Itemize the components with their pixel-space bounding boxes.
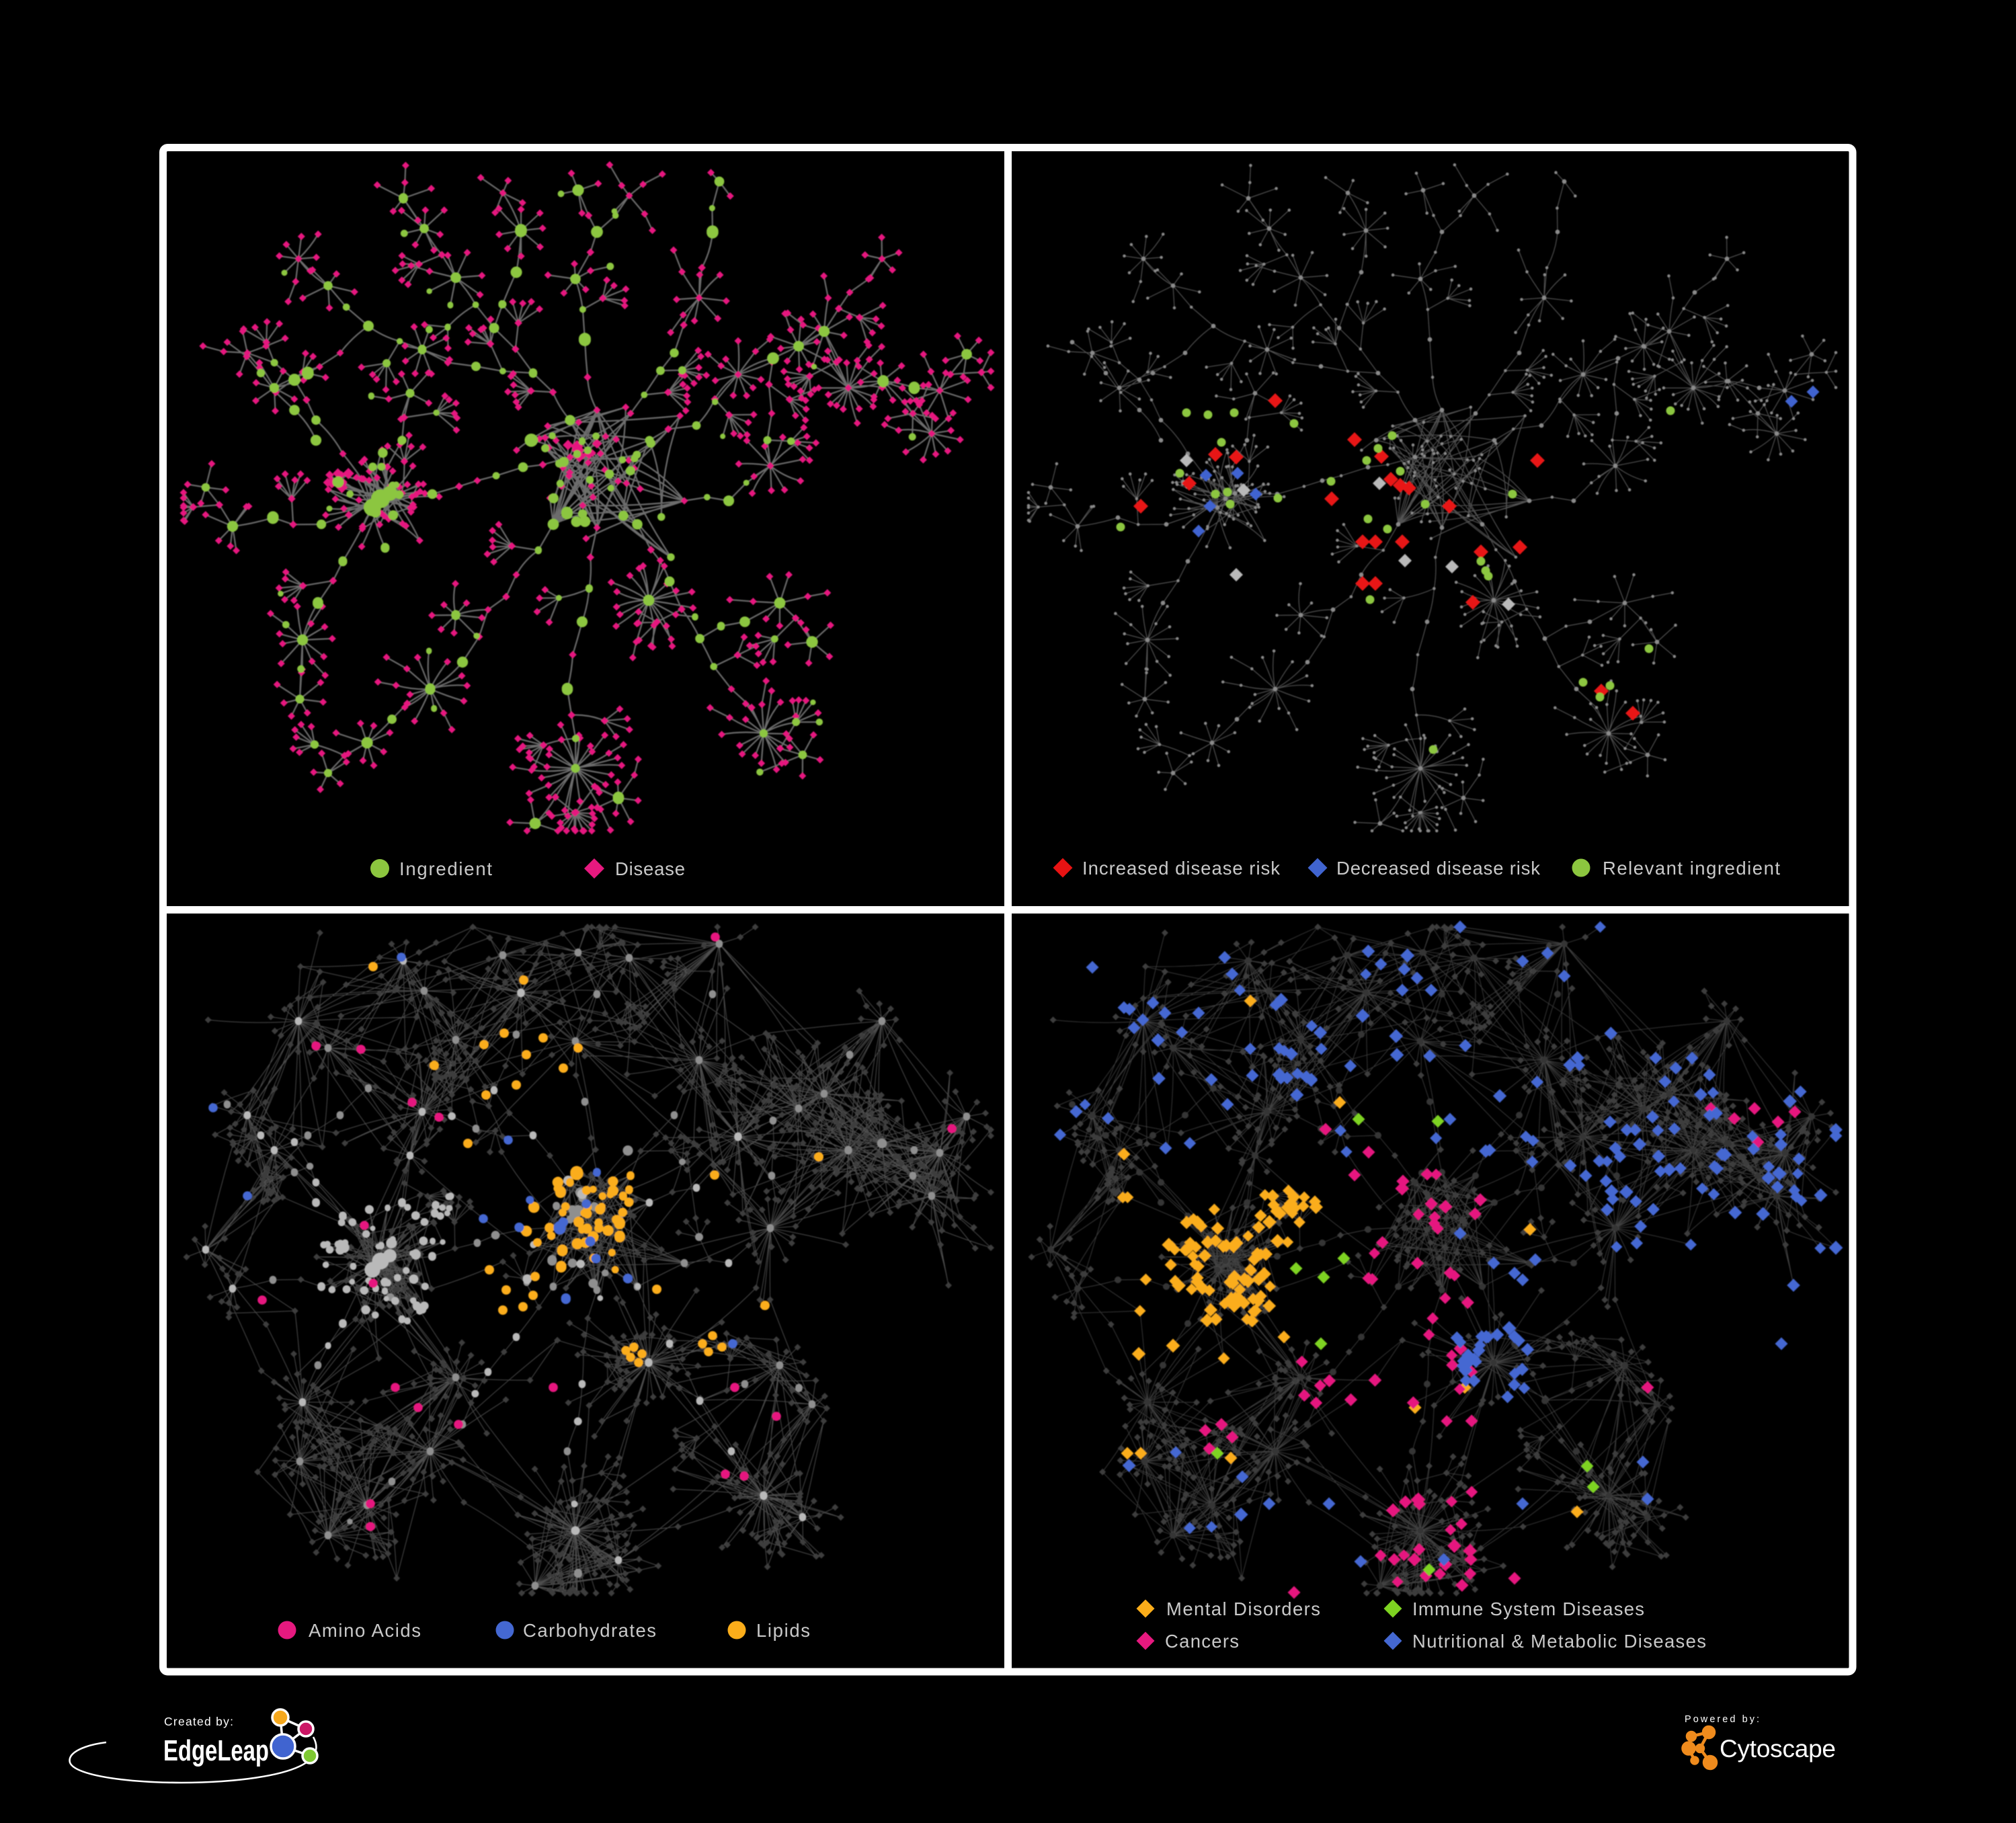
svg-text:Relevant ingredient: Relevant ingredient [1603, 858, 1780, 879]
svg-text:Nutritional & Metabolic Diseas: Nutritional & Metabolic Diseases [1412, 1631, 1706, 1652]
svg-text:Increased disease risk: Increased disease risk [1082, 858, 1280, 879]
svg-text:Mental Disorders: Mental Disorders [1166, 1598, 1320, 1619]
svg-text:Created by:: Created by: [164, 1715, 233, 1728]
svg-text:Carbohydrates: Carbohydrates [523, 1620, 656, 1641]
svg-text:Ingredient: Ingredient [399, 858, 492, 879]
svg-text:Disease: Disease [615, 858, 685, 879]
svg-text:Decreased disease risk: Decreased disease risk [1336, 858, 1540, 879]
svg-text:Cytoscape: Cytoscape [1720, 1735, 1836, 1763]
svg-text:Immune System Diseases: Immune System Diseases [1412, 1598, 1644, 1619]
svg-text:EdgeLeap: EdgeLeap [163, 1734, 269, 1767]
svg-text:Cancers: Cancers [1165, 1631, 1239, 1652]
svg-text:Amino Acids: Amino Acids [309, 1620, 421, 1641]
